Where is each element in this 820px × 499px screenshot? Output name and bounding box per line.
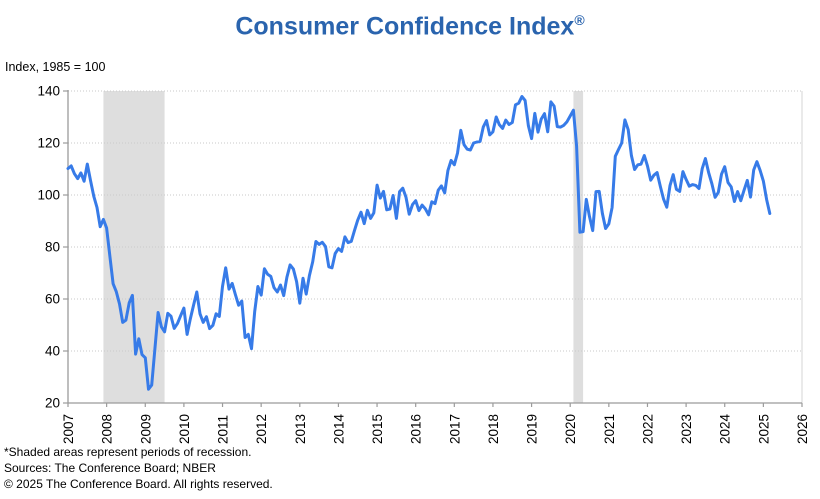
x-tick-label: 2026 — [795, 414, 810, 444]
x-tick-label: 2007 — [61, 414, 76, 444]
x-tick-label: 2010 — [177, 414, 192, 444]
x-tick-label: 2018 — [486, 414, 501, 444]
x-tick-label: 2014 — [331, 413, 346, 444]
x-tick-label: 2012 — [254, 414, 269, 444]
x-tick-label: 2021 — [602, 414, 617, 444]
page-title-text: Consumer Confidence Index — [235, 12, 575, 41]
x-tick-label: 2024 — [718, 413, 733, 444]
page-title: Consumer Confidence Index® — [0, 12, 820, 41]
x-tick-label: 2011 — [216, 415, 231, 444]
y-tick-label: 40 — [45, 344, 60, 359]
x-tick-label: 2015 — [370, 414, 385, 444]
footnote-sources: Sources: The Conference Board; NBER — [4, 461, 216, 475]
registered-trademark: ® — [574, 12, 585, 28]
y-tick-label: 20 — [45, 396, 60, 411]
x-tick-label: 2013 — [293, 414, 308, 444]
x-tick-label: 2022 — [640, 414, 655, 444]
x-tick-label: 2017 — [447, 414, 462, 444]
y-tick-label: 60 — [45, 292, 60, 307]
x-tick-label: 2009 — [138, 414, 153, 444]
y-tick-label: 140 — [37, 84, 60, 99]
x-tick-label: 2016 — [409, 414, 424, 444]
y-tick-label: 80 — [45, 240, 60, 255]
cci-line-series — [66, 95, 772, 391]
y-tick-label: 120 — [37, 136, 60, 151]
x-tick-label: 2019 — [525, 414, 540, 444]
footnote-copyright: © 2025 The Conference Board. All rights … — [4, 477, 273, 491]
x-tick-label: 2025 — [756, 414, 771, 444]
footnote-recession-note: *Shaded areas represent periods of reces… — [4, 445, 252, 459]
x-tick-label: 2020 — [563, 414, 578, 444]
x-tick-label: 2008 — [100, 414, 115, 444]
y-tick-label: 100 — [37, 188, 60, 203]
x-tick-label: 2023 — [679, 414, 694, 444]
footnotes: *Shaded areas represent periods of reces… — [4, 444, 273, 492]
y-axis-unit-label: Index, 1985 = 100 — [5, 60, 106, 74]
